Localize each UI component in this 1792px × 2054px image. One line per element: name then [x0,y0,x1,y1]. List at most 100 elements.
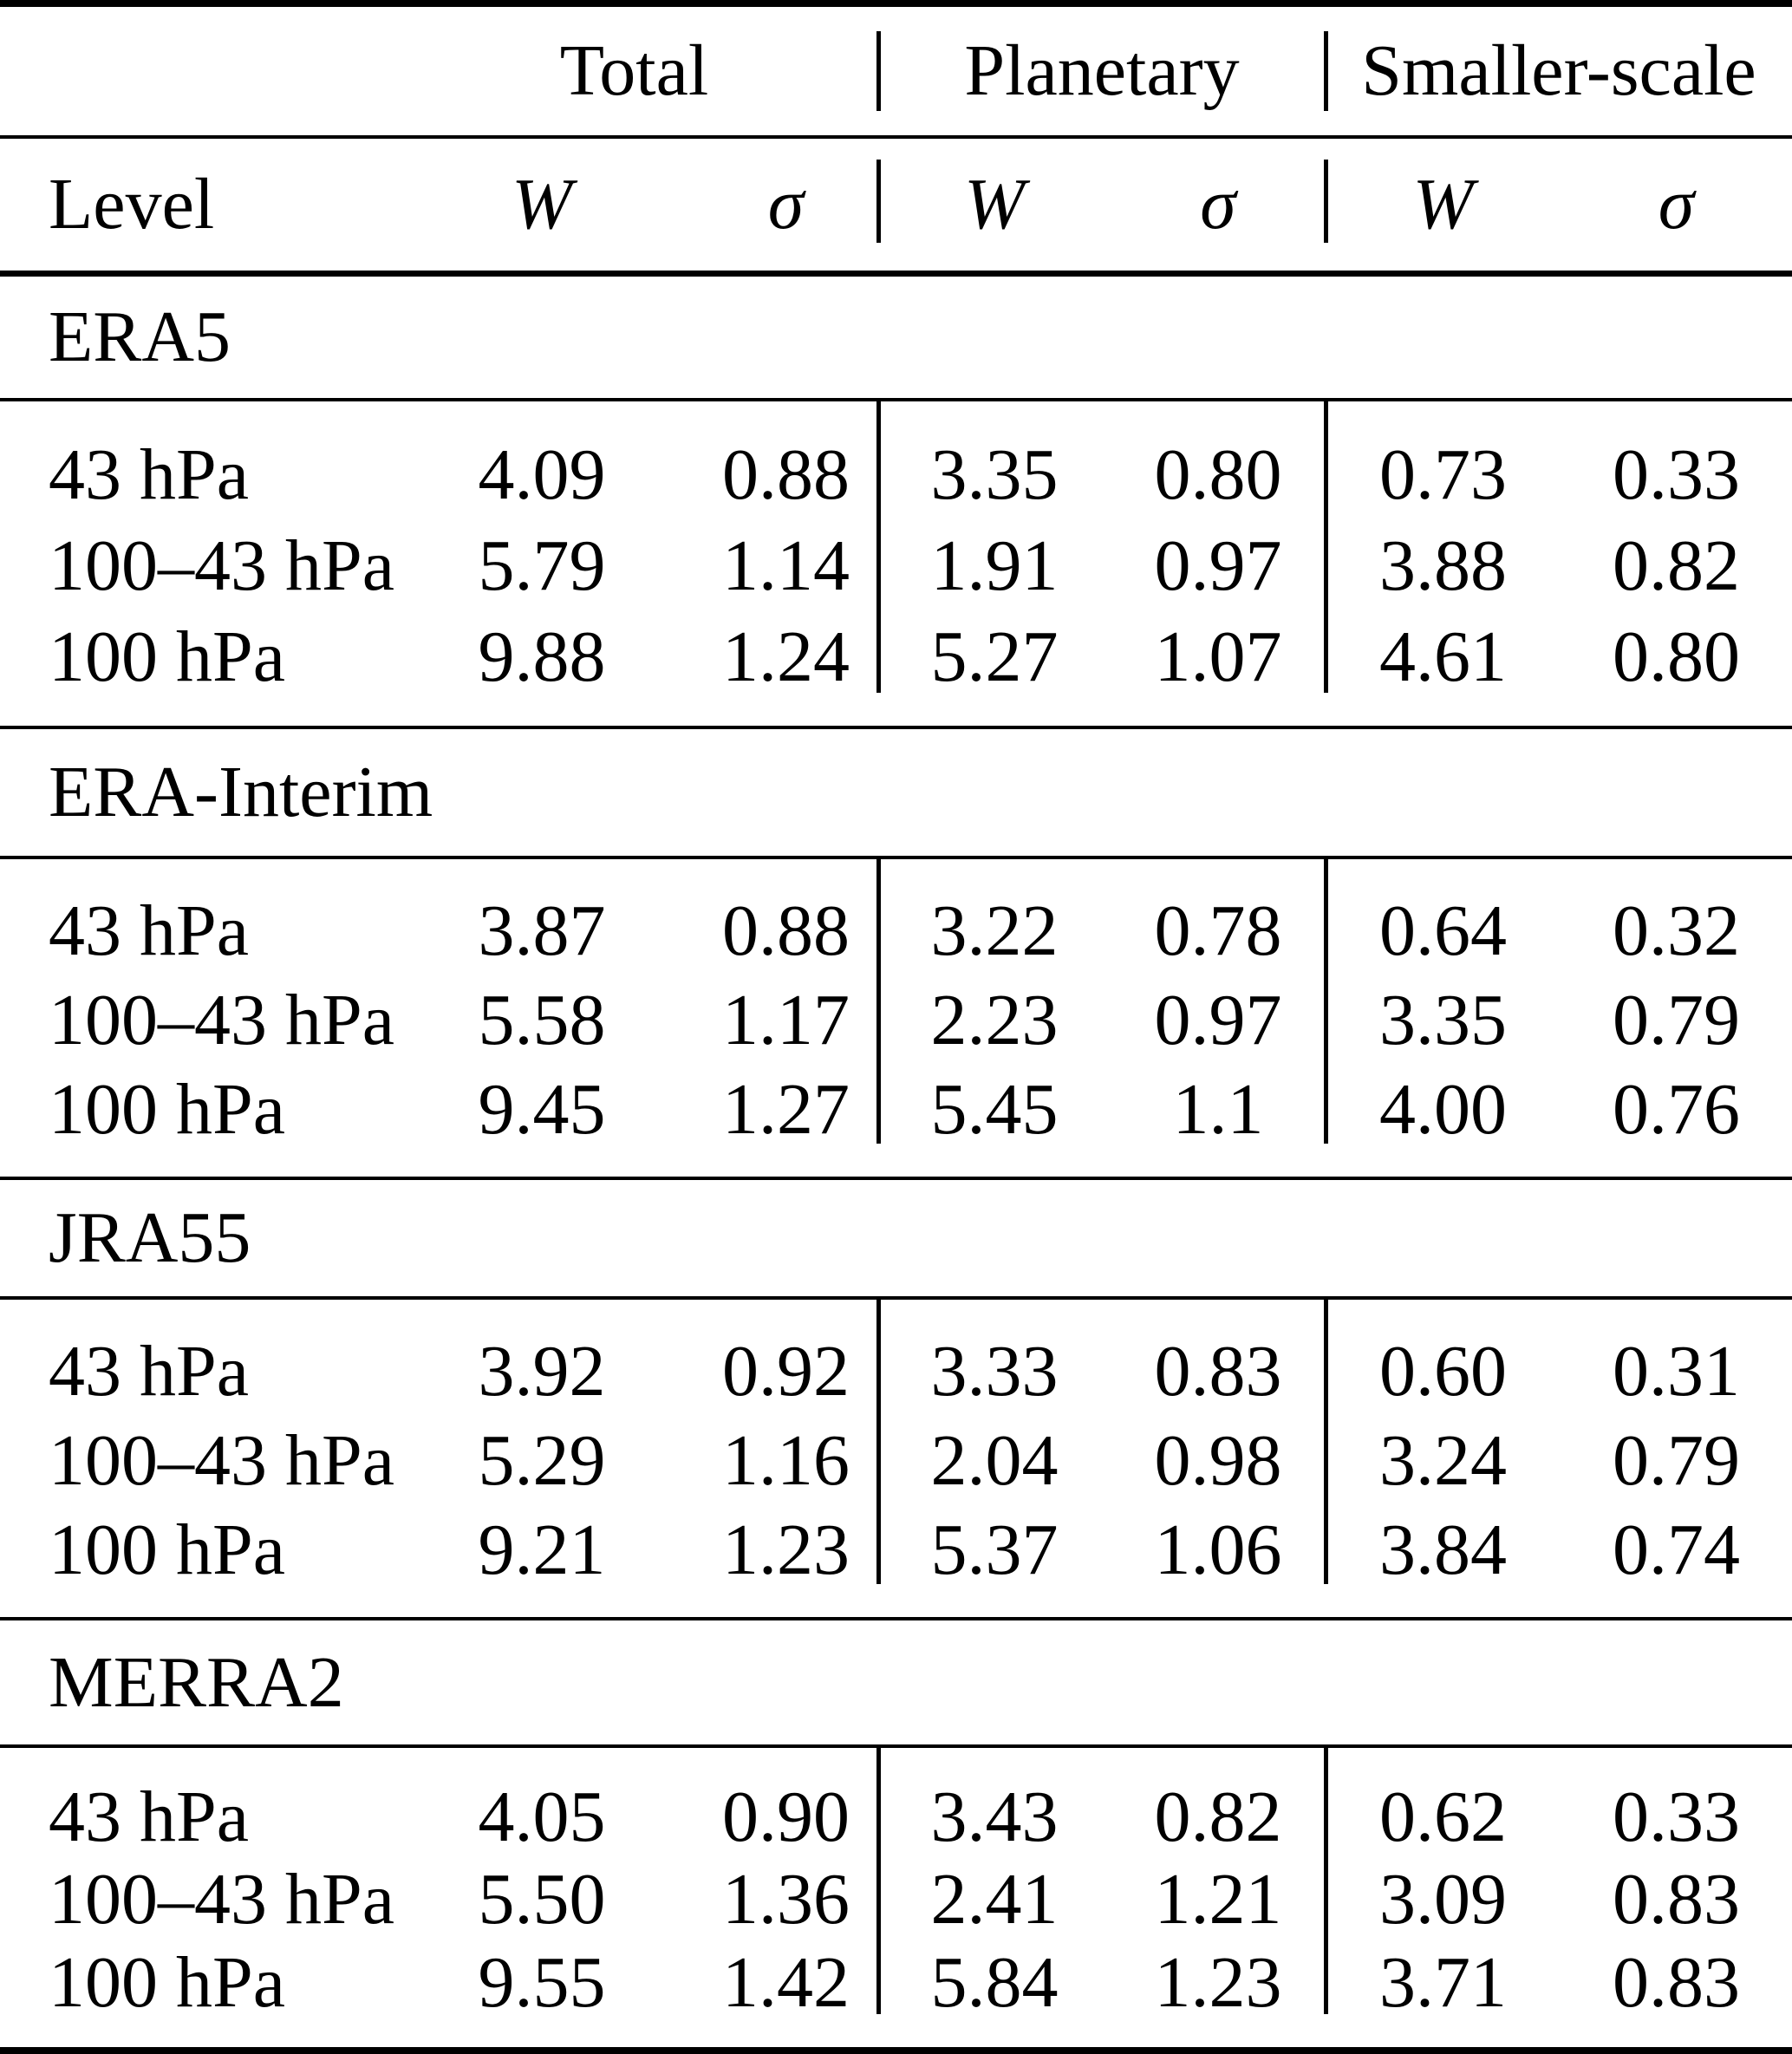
value-cell: 4.05 [478,1776,606,1857]
value-cell: 0.98 [1154,1419,1282,1501]
value-cell: 0.82 [1613,525,1740,606]
vertical-divider [876,160,881,243]
rule [0,726,1792,729]
value-cell: 0.60 [1379,1331,1507,1412]
group-header-row: Total Planetary Smaller-scale [0,7,1792,135]
rule [0,856,1792,859]
section-data-jra55: 43 hPa 3.92 0.92 3.33 0.83 0.60 0.31 100… [0,1300,1792,1617]
value-cell: 5.50 [478,1859,606,1940]
group-header-planetary: Planetary [964,30,1240,111]
level-cell: 43 hPa [49,1331,249,1412]
value-cell: 0.79 [1613,979,1740,1060]
section-title: ERA-Interim [49,752,433,832]
value-cell: 0.74 [1613,1509,1740,1590]
value-cell: 9.21 [478,1509,606,1590]
value-cell: 0.78 [1154,890,1282,972]
section-title: JRA55 [49,1197,251,1278]
value-cell: 1.07 [1154,616,1282,698]
rule [0,1744,1792,1748]
value-cell: 5.37 [930,1509,1059,1590]
value-cell: 3.22 [930,890,1059,972]
value-cell: 4.61 [1379,616,1507,698]
section-title: MERRA2 [49,1641,344,1723]
section-data-era5: 43 hPa 4.09 0.88 3.35 0.80 0.73 0.33 100… [0,401,1792,726]
value-cell: 0.83 [1613,1942,1740,2024]
value-cell: 0.90 [722,1776,850,1857]
group-header-smaller-scale: Smaller-scale [1361,30,1756,111]
value-cell: 0.88 [722,434,850,515]
value-cell: 1.27 [722,1068,850,1150]
value-cell: 9.45 [478,1068,606,1150]
value-cell: 0.73 [1379,434,1507,515]
value-cell: 9.88 [478,616,606,698]
vertical-divider [876,1300,881,1584]
level-cell: 100–43 hPa [49,1859,394,1940]
value-cell: 5.45 [930,1068,1059,1150]
vertical-divider [1324,31,1328,111]
top-rule [0,0,1792,7]
value-cell: 0.82 [1154,1776,1282,1857]
value-cell: 5.79 [478,525,606,606]
column-header-level: Level [49,164,215,245]
column-header-w-total: W [512,164,572,245]
value-cell: 1.24 [722,616,850,698]
rule [0,271,1792,277]
value-cell: 4.00 [1379,1068,1507,1150]
level-cell: 43 hPa [49,434,249,515]
column-header-sigma-planetary: σ [1200,164,1236,245]
vertical-divider [1324,1748,1328,2014]
value-cell: 0.83 [1613,1859,1740,1940]
section-header-merra2: MERRA2 [0,1620,1792,1744]
value-cell: 1.1 [1172,1068,1264,1150]
value-cell: 1.42 [722,1942,850,2024]
value-cell: 1.23 [722,1509,850,1590]
value-cell: 0.88 [722,890,850,972]
level-cell: 100–43 hPa [49,1419,394,1501]
rule [0,1177,1792,1180]
level-cell: 100 hPa [49,616,285,698]
value-cell: 3.84 [1379,1509,1507,1590]
section-header-era5: ERA5 [0,277,1792,398]
rule [0,1617,1792,1620]
value-cell: 2.23 [930,979,1059,1060]
value-cell: 0.32 [1613,890,1740,972]
rule [0,135,1792,139]
value-cell: 1.14 [722,525,850,606]
value-cell: 2.04 [930,1419,1059,1501]
value-cell: 5.29 [478,1419,606,1501]
section-header-era-interim: ERA-Interim [0,729,1792,856]
value-cell: 3.92 [478,1331,606,1412]
vertical-divider [876,31,881,111]
level-cell: 100 hPa [49,1068,285,1150]
value-cell: 0.79 [1613,1419,1740,1501]
value-cell: 0.64 [1379,890,1507,972]
level-cell: 100–43 hPa [49,979,394,1060]
value-cell: 0.31 [1613,1331,1740,1412]
value-cell: 3.33 [930,1331,1059,1412]
level-cell: 100 hPa [49,1509,285,1590]
level-cell: 100–43 hPa [49,525,394,606]
value-cell: 2.41 [930,1859,1059,1940]
section-data-merra2: 43 hPa 4.05 0.90 3.43 0.82 0.62 0.33 100… [0,1748,1792,2047]
value-cell: 9.55 [478,1942,606,2024]
vertical-divider [1324,1300,1328,1584]
value-cell: 1.36 [722,1859,850,1940]
level-cell: 43 hPa [49,890,249,972]
column-header-row: Level W σ W σ W σ [0,139,1792,271]
level-cell: 43 hPa [49,1776,249,1857]
value-cell: 5.58 [478,979,606,1060]
value-cell: 0.80 [1613,616,1740,698]
value-cell: 1.16 [722,1419,850,1501]
vertical-divider [876,859,881,1144]
level-cell: 100 hPa [49,1942,285,2024]
value-cell: 1.91 [930,525,1059,606]
value-cell: 1.23 [1154,1942,1282,2024]
column-header-sigma-total: σ [767,164,805,245]
value-cell: 0.97 [1154,525,1282,606]
value-cell: 0.92 [722,1331,850,1412]
value-cell: 3.09 [1379,1859,1507,1940]
rule [0,398,1792,401]
value-cell: 3.43 [930,1776,1059,1857]
section-title: ERA5 [49,297,231,377]
